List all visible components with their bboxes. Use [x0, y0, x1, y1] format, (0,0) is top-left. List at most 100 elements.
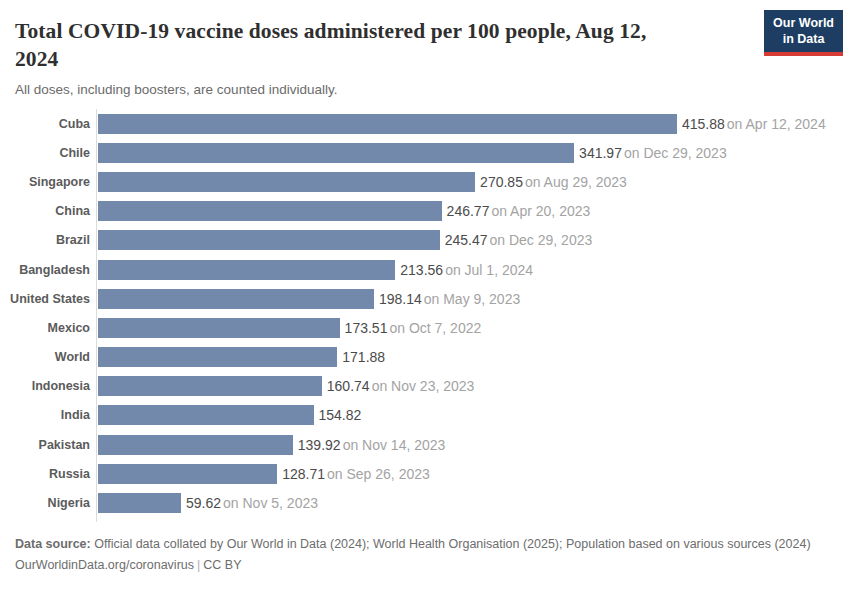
value-label: 270.85on Aug 29, 2023: [480, 174, 627, 190]
bar-row: Mexico 173.51on Oct 7, 2022: [0, 313, 850, 342]
bar[interactable]: [98, 260, 395, 280]
bar[interactable]: [98, 172, 475, 192]
bar-row: Chile 341.97on Dec 29, 2023: [0, 138, 850, 167]
value-label: 139.92on Nov 14, 2023: [298, 437, 446, 453]
bar-plot-cell: 160.74on Nov 23, 2023: [96, 376, 850, 396]
entity-label: India: [0, 408, 96, 422]
bar-plot-cell: 171.88: [96, 347, 850, 367]
bar[interactable]: [98, 435, 293, 455]
bar-row: India 154.82: [0, 401, 850, 430]
bar-row: Indonesia 160.74on Nov 23, 2023: [0, 372, 850, 401]
entity-label: Brazil: [0, 233, 96, 247]
value-label: 59.62on Nov 5, 2023: [186, 495, 318, 511]
value-date: on Dec 29, 2023: [490, 232, 593, 248]
bar-row: Russia 128.71on Sep 26, 2023: [0, 459, 850, 488]
owid-logo-line2: in Data: [773, 31, 834, 47]
value-label: 160.74on Nov 23, 2023: [327, 378, 475, 394]
bar-plot-cell: 198.14on May 9, 2023: [96, 289, 850, 309]
value-label: 198.14on May 9, 2023: [379, 291, 520, 307]
bar-row: Cuba 415.88on Apr 12, 2024: [0, 109, 850, 138]
value-date: on Nov 23, 2023: [372, 378, 475, 394]
entity-label: China: [0, 204, 96, 218]
value-number: 341.97: [579, 145, 622, 161]
y-axis-line: [96, 109, 97, 522]
bar-plot-cell: 59.62on Nov 5, 2023: [96, 493, 850, 513]
chart-page: Total COVID-19 vaccine doses administere…: [0, 0, 850, 600]
value-number: 415.88: [682, 116, 725, 132]
attribution-line: OurWorldinData.org/coronavirus|CC BY: [15, 558, 835, 572]
value-number: 246.77: [447, 203, 490, 219]
bar[interactable]: [98, 114, 677, 134]
value-number: 171.88: [342, 349, 385, 365]
value-date: on Sep 26, 2023: [327, 466, 430, 482]
bar[interactable]: [98, 405, 314, 425]
page-subtitle: All doses, including boosters, are count…: [15, 82, 835, 97]
chart-header: Total COVID-19 vaccine doses administere…: [0, 0, 850, 97]
owid-url-text: OurWorldinData.org/coronavirus: [15, 558, 194, 572]
value-date: on Aug 29, 2023: [525, 174, 627, 190]
bar-chart-rows: Cuba 415.88on Apr 12, 2024 Chile 341.97o…: [0, 109, 850, 518]
value-date: on Oct 7, 2022: [389, 320, 481, 336]
value-number: 160.74: [327, 378, 370, 394]
page-title: Total COVID-19 vaccine doses administere…: [15, 17, 835, 73]
bar-plot-cell: 139.92on Nov 14, 2023: [96, 435, 850, 455]
value-date: on Apr 12, 2024: [727, 116, 826, 132]
value-number: 270.85: [480, 174, 523, 190]
data-source-text: Official data collated by Our World in D…: [91, 537, 811, 551]
entity-label: Nigeria: [0, 496, 96, 510]
value-label: 173.51on Oct 7, 2022: [345, 320, 482, 336]
bar[interactable]: [98, 376, 322, 396]
bar-row: Nigeria 59.62on Nov 5, 2023: [0, 488, 850, 517]
value-number: 128.71: [282, 466, 325, 482]
bar-plot-cell: 128.71on Sep 26, 2023: [96, 464, 850, 484]
bar-row: Brazil 245.47on Dec 29, 2023: [0, 226, 850, 255]
page-title-line2: 2024: [15, 45, 835, 73]
bar-row: China 246.77on Apr 20, 2023: [0, 197, 850, 226]
bar-plot-cell: 415.88on Apr 12, 2024: [96, 114, 850, 134]
value-date: on Nov 14, 2023: [343, 437, 446, 453]
value-date: on Dec 29, 2023: [624, 145, 727, 161]
chart-footer: Data source: Official data collated by O…: [0, 536, 850, 572]
value-label: 245.47on Dec 29, 2023: [445, 232, 593, 248]
bar-plot-cell: 213.56on Jul 1, 2024: [96, 260, 850, 280]
bar[interactable]: [98, 289, 374, 309]
bar[interactable]: [98, 230, 440, 250]
bar-row: Bangladesh 213.56on Jul 1, 2024: [0, 255, 850, 284]
data-source-line: Data source: Official data collated by O…: [15, 536, 835, 553]
value-label: 415.88on Apr 12, 2024: [682, 116, 826, 132]
entity-label: Singapore: [0, 175, 96, 189]
license-text: CC BY: [203, 558, 241, 572]
bar[interactable]: [98, 201, 442, 221]
bar-plot-cell: 245.47on Dec 29, 2023: [96, 230, 850, 250]
separator: |: [194, 558, 203, 572]
bar-plot-cell: 341.97on Dec 29, 2023: [96, 143, 850, 163]
value-date: on Jul 1, 2024: [445, 262, 533, 278]
entity-label: Russia: [0, 467, 96, 481]
bar-plot-cell: 246.77on Apr 20, 2023: [96, 201, 850, 221]
bar[interactable]: [98, 347, 337, 367]
value-date: on Apr 20, 2023: [491, 203, 590, 219]
value-label: 246.77on Apr 20, 2023: [447, 203, 591, 219]
bar[interactable]: [98, 493, 181, 513]
entity-label: World: [0, 350, 96, 364]
entity-label: Indonesia: [0, 379, 96, 393]
entity-label: Mexico: [0, 321, 96, 335]
bar-plot-cell: 270.85on Aug 29, 2023: [96, 172, 850, 192]
bar-row: World 171.88: [0, 343, 850, 372]
value-number: 154.82: [319, 407, 362, 423]
page-title-line1: Total COVID-19 vaccine doses administere…: [15, 17, 835, 45]
value-number: 173.51: [345, 320, 388, 336]
entity-label: Cuba: [0, 117, 96, 131]
owid-logo-line1: Our World: [773, 15, 834, 31]
bar[interactable]: [98, 464, 277, 484]
data-source-label: Data source:: [15, 537, 91, 551]
owid-logo: Our World in Data: [764, 10, 843, 56]
value-label: 213.56on Jul 1, 2024: [400, 262, 533, 278]
entity-label: Chile: [0, 146, 96, 160]
bar-chart: Cuba 415.88on Apr 12, 2024 Chile 341.97o…: [0, 109, 850, 522]
value-number: 139.92: [298, 437, 341, 453]
bar[interactable]: [98, 143, 574, 163]
bar[interactable]: [98, 318, 340, 338]
value-date: on May 9, 2023: [424, 291, 521, 307]
bar-row: United States 198.14on May 9, 2023: [0, 284, 850, 313]
